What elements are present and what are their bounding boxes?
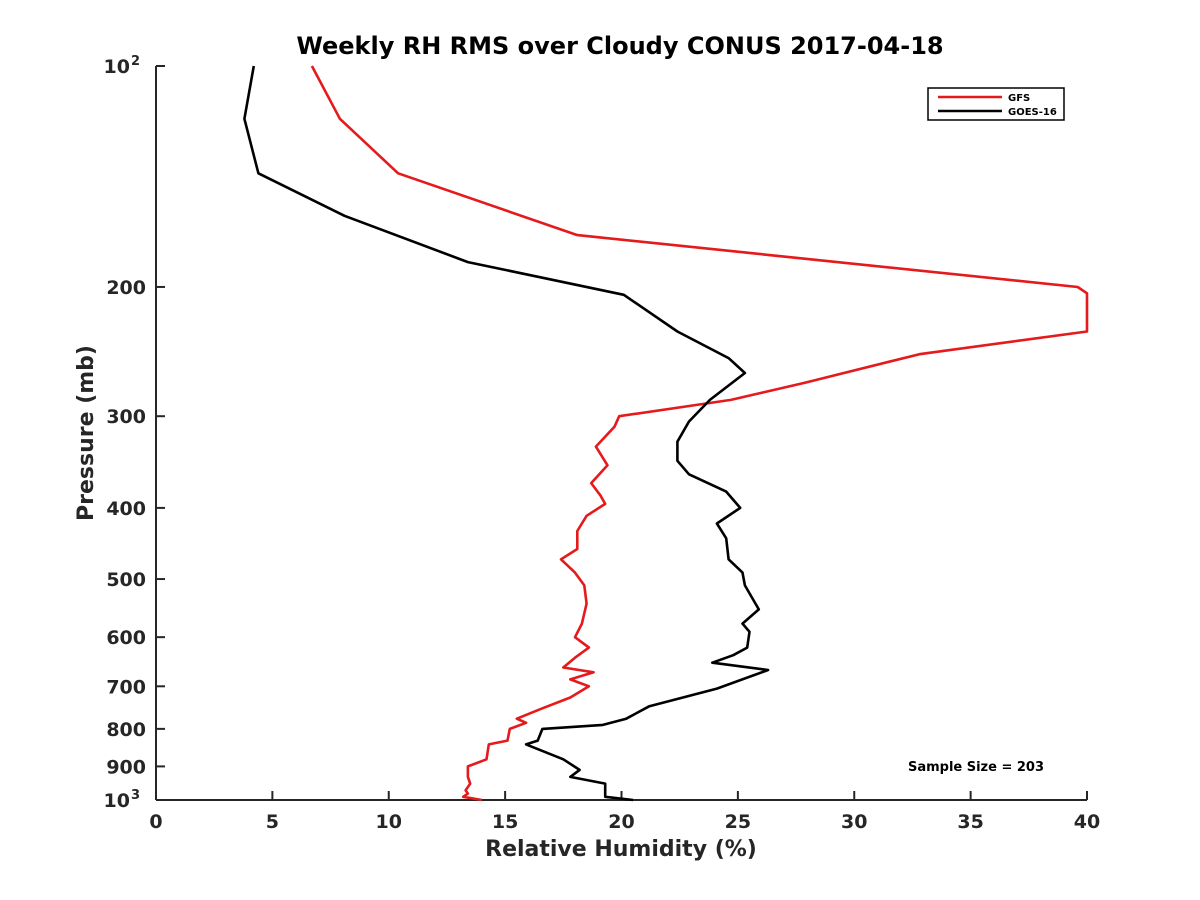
y-tick-label: 200 [106,277,146,299]
y-tick-label-exponent: 2 [131,54,140,69]
y-tick-label-base: 10 [104,56,130,78]
x-tick-label: 10 [376,811,402,833]
legend[interactable]: GFS GOES-16 [927,87,1065,121]
x-tick-label: 35 [957,811,983,833]
y-tick-label-base: 10 [104,790,130,812]
y-axis-label: Pressure (mb) [74,345,99,521]
chart-title: Weekly RH RMS over Cloudy CONUS 2017-04-… [296,32,943,60]
y-tick-label: 600 [106,627,146,649]
x-tick-label: 15 [492,811,518,833]
legend-label-gfs: GFS [1008,93,1030,104]
y-tick-label: 700 [106,676,146,698]
series-line-goes-16 [243,65,770,802]
plot-area: 0 5 10 15 20 25 30 35 40 10 220030040050060070080… [104,54,1101,833]
x-axis-label: Relative Humidity (%) [485,837,757,862]
y-tick-label: 800 [106,719,146,741]
sample-size-annotation: Sample Size = 203 [908,760,1044,775]
x-ticks: 0 5 10 15 20 25 30 35 40 [149,791,1100,833]
y-tick-label: 900 [106,756,146,778]
x-tick-label: 25 [725,811,751,833]
series-line-gfs [310,65,1089,802]
y-tick-label: 500 [106,569,146,591]
x-tick-label: 20 [608,811,634,833]
x-tick-label: 40 [1074,811,1100,833]
x-tick-label: 0 [149,811,162,833]
x-tick-label: 30 [841,811,867,833]
y-tick-label-exponent: 3 [131,788,140,803]
legend-label-goes-16: GOES-16 [1008,107,1057,118]
x-tick-label: 5 [266,811,279,833]
y-tick-label: 300 [106,406,146,428]
y-tick-label: 400 [106,498,146,520]
legend-box [927,87,1065,121]
legend-items: GFS GOES-16 [938,93,1057,118]
series-layer [243,65,1089,802]
